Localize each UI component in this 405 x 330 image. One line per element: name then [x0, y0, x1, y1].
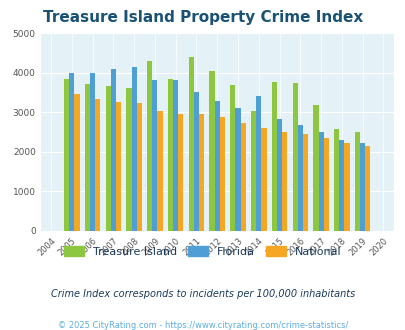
Bar [240, 123, 245, 231]
Bar [281, 132, 287, 231]
Bar [74, 94, 79, 231]
Bar [318, 132, 323, 231]
Bar [193, 92, 198, 231]
Bar [261, 128, 266, 231]
Bar [116, 102, 121, 231]
Bar [131, 67, 136, 231]
Bar [126, 88, 131, 231]
Bar [230, 85, 235, 231]
Bar [256, 96, 261, 231]
Bar [188, 57, 193, 231]
Bar [302, 134, 307, 231]
Bar [95, 99, 100, 231]
Bar [173, 80, 178, 231]
Bar [198, 114, 204, 231]
Bar [276, 119, 281, 231]
Bar [271, 82, 276, 231]
Bar [235, 108, 240, 231]
Bar [209, 71, 214, 231]
Bar [85, 84, 90, 231]
Bar [297, 125, 302, 231]
Bar [364, 146, 369, 231]
Bar [111, 69, 116, 231]
Text: Treasure Island Property Crime Index: Treasure Island Property Crime Index [43, 10, 362, 25]
Bar [313, 105, 318, 231]
Bar [214, 101, 219, 231]
Bar [64, 79, 69, 231]
Bar [339, 140, 343, 231]
Legend: Treasure Island, Florida, National: Treasure Island, Florida, National [61, 243, 344, 260]
Bar [354, 132, 359, 231]
Bar [90, 73, 95, 231]
Bar [105, 86, 111, 231]
Bar [152, 80, 157, 231]
Bar [136, 104, 141, 231]
Bar [219, 116, 224, 231]
Bar [323, 138, 328, 231]
Bar [343, 144, 349, 231]
Bar [359, 143, 364, 231]
Bar [157, 111, 162, 231]
Bar [292, 83, 297, 231]
Bar [333, 129, 339, 231]
Bar [147, 61, 152, 231]
Bar [250, 111, 256, 231]
Bar [69, 73, 74, 231]
Bar [178, 114, 183, 231]
Bar [167, 79, 173, 231]
Text: Crime Index corresponds to incidents per 100,000 inhabitants: Crime Index corresponds to incidents per… [51, 289, 354, 299]
Text: © 2025 CityRating.com - https://www.cityrating.com/crime-statistics/: © 2025 CityRating.com - https://www.city… [58, 321, 347, 330]
